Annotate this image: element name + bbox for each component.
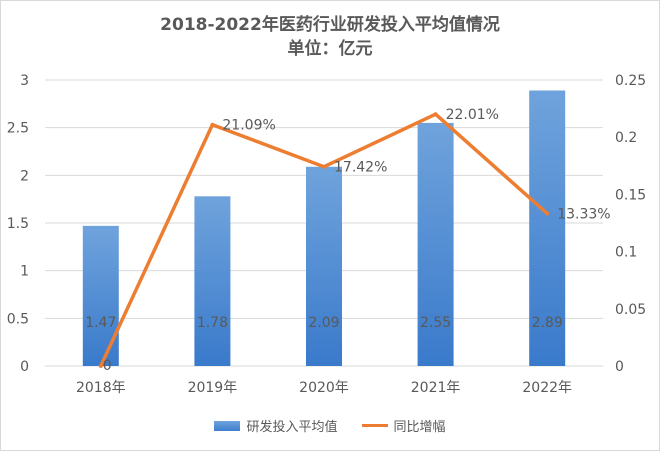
y-left-tick-label: 2.5	[7, 121, 29, 137]
line-data-label: 0	[103, 358, 112, 374]
chart-title: 2018-2022年医药行业研发投入平均值情况	[160, 15, 500, 35]
bar	[306, 166, 342, 366]
bar-data-label: 2.55	[420, 315, 451, 331]
legend: 研发投入平均值 同比增幅	[0, 416, 660, 435]
line-point	[545, 211, 550, 216]
line-data-label: 13.33%	[557, 207, 610, 223]
line-data-label: 21.09%	[222, 118, 275, 134]
bar	[82, 225, 119, 366]
line-point	[98, 364, 103, 368]
legend-swatch-bar	[214, 420, 241, 431]
legend-item-line: 同比增幅	[361, 416, 446, 435]
legend-label-line: 同比增幅	[393, 420, 446, 435]
y-left-tick-label: 1	[20, 264, 29, 280]
y-right-tick-label: 0.05	[615, 302, 646, 318]
y-left-tick-label: 0.5	[7, 311, 29, 327]
bar	[529, 90, 566, 366]
bar	[417, 122, 454, 367]
bar-data-label: 2.89	[532, 315, 563, 331]
y-right-tick-label: 0.2	[615, 130, 637, 146]
y-left-tick-label: 1.5	[7, 216, 29, 232]
y-left-tick-label: 2	[20, 168, 29, 184]
line-point	[433, 112, 438, 117]
y-right-tick-label: 0.25	[615, 73, 646, 89]
y-right-tick-label: 0.1	[615, 245, 637, 261]
legend-swatch-line	[361, 424, 388, 427]
x-tick-label: 2018年	[76, 380, 126, 396]
bar	[194, 196, 231, 366]
line-point	[322, 164, 326, 169]
bar-data-label: 1.78	[197, 315, 228, 331]
bar-data-label: 2.09	[308, 315, 339, 331]
x-tick-label: 2020年	[299, 380, 349, 396]
legend-item-bar: 研发投入平均值	[214, 416, 338, 435]
legend-label-bar: 研发投入平均值	[246, 420, 338, 435]
x-tick-label: 2021年	[411, 380, 461, 396]
y-left-tick-label: 0	[20, 359, 29, 375]
chart-subtitle: 单位：亿元	[287, 39, 373, 59]
y-right-tick-label: 0.15	[615, 187, 646, 203]
y-right-tick-label: 0	[615, 359, 624, 375]
x-tick-label: 2022年	[522, 380, 572, 396]
bar-data-label: 1.47	[85, 315, 116, 331]
y-left-tick-label: 3	[20, 73, 29, 89]
line-data-label: 22.01%	[446, 107, 499, 123]
line-data-label: 17.42%	[334, 160, 387, 176]
line-point	[210, 122, 215, 127]
x-tick-label: 2019年	[188, 380, 238, 396]
